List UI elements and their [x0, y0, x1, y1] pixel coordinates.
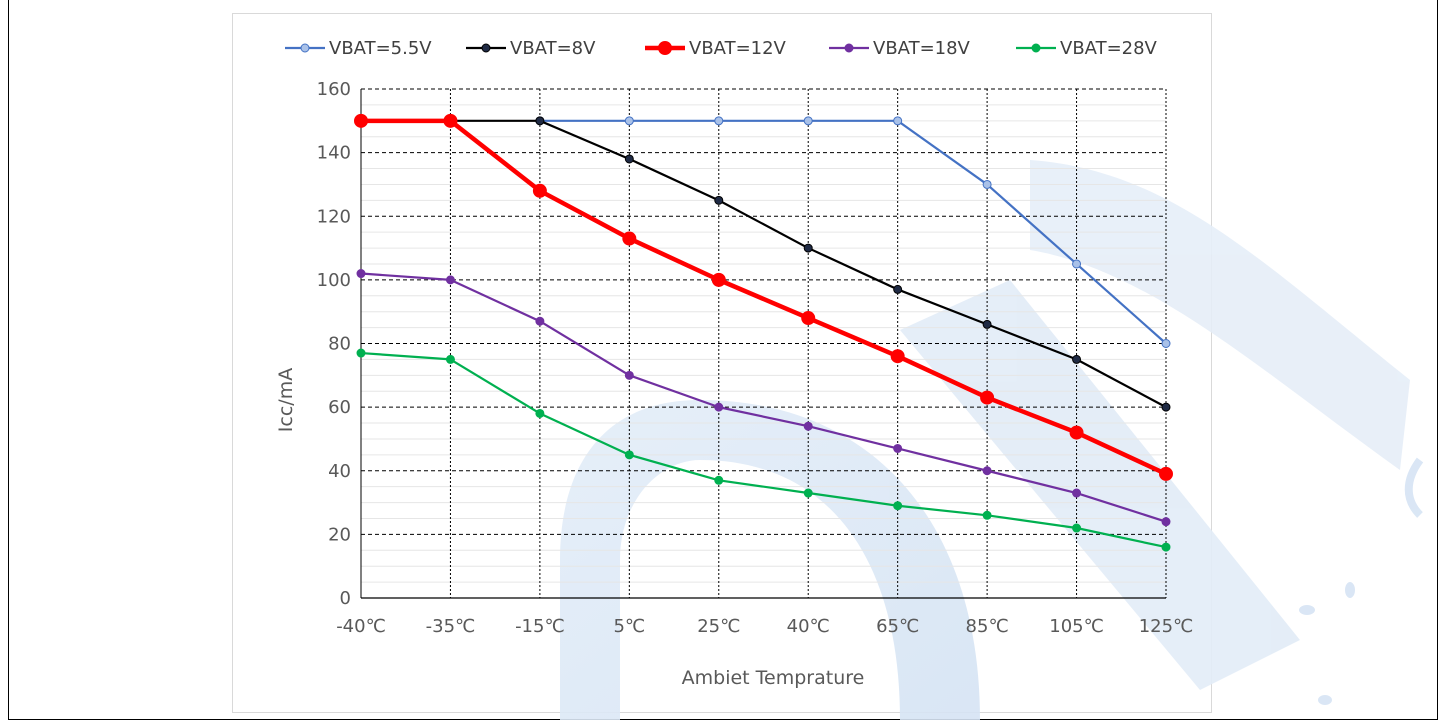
legend-marker	[658, 41, 672, 55]
chart-grid	[360, 88, 1167, 598]
data-point	[1072, 523, 1082, 533]
chart-series-layer	[354, 113, 1173, 552]
legend-marker	[481, 43, 491, 53]
series-VBAT=12V	[354, 113, 1173, 481]
legend-label: VBAT=8V	[510, 38, 596, 59]
data-point	[714, 475, 724, 485]
y-tick-label: 80	[328, 334, 351, 355]
data-point	[714, 116, 724, 126]
y-tick-label: 140	[317, 143, 351, 164]
data-point	[445, 275, 455, 285]
data-point	[893, 443, 903, 453]
x-tick-label: 25℃	[697, 616, 740, 637]
data-point	[803, 421, 813, 431]
data-point	[356, 269, 366, 279]
x-tick-label: -15℃	[515, 616, 565, 637]
data-point	[535, 316, 545, 326]
y-axis-title: Icc/mA	[275, 368, 297, 432]
data-point	[803, 243, 813, 253]
x-tick-label: 125℃	[1139, 616, 1194, 637]
legend-item: VBAT=28V	[1016, 38, 1158, 59]
y-tick-label: 100	[317, 270, 351, 291]
data-point	[714, 195, 724, 205]
legend-marker	[300, 43, 310, 53]
data-point	[711, 272, 726, 287]
data-point	[1161, 542, 1171, 552]
data-point	[1072, 354, 1082, 364]
legend-marker	[844, 43, 854, 53]
x-tick-label: 5℃	[613, 616, 645, 637]
legend-marker	[1031, 43, 1041, 53]
x-tick-label: 85℃	[966, 616, 1009, 637]
legend-item: VBAT=18V	[829, 38, 971, 59]
y-tick-label: 160	[317, 79, 351, 100]
data-point	[1161, 517, 1171, 527]
y-tick-label: 40	[328, 461, 351, 482]
data-point	[714, 402, 724, 412]
data-point	[1072, 259, 1082, 269]
watermark-logo	[560, 160, 1424, 720]
series-VBAT=5.5V	[535, 116, 1171, 348]
data-point	[354, 113, 368, 128]
data-point	[1069, 425, 1084, 440]
series-line	[361, 118, 1167, 476]
legend-label: VBAT=5.5V	[329, 38, 432, 59]
data-point	[356, 348, 366, 358]
data-point	[443, 113, 458, 128]
legend-item: VBAT=12V	[645, 38, 787, 59]
data-point	[801, 311, 816, 326]
data-point	[980, 390, 995, 405]
series-VBAT=8V	[445, 116, 1171, 412]
y-tick-label: 0	[340, 588, 351, 609]
data-point	[893, 116, 903, 126]
series-VBAT=18V	[356, 269, 1171, 527]
legend-label: VBAT=12V	[689, 38, 787, 59]
data-point	[803, 116, 813, 126]
y-tick-label: 20	[328, 524, 351, 545]
data-point	[982, 179, 992, 189]
series-VBAT=28V	[356, 348, 1171, 552]
series-line	[360, 272, 1167, 523]
data-point	[893, 284, 903, 294]
data-point	[624, 154, 634, 164]
y-tick-label: 60	[328, 397, 351, 418]
data-point	[624, 116, 634, 126]
data-point	[1072, 488, 1082, 498]
data-point	[890, 349, 905, 364]
series-line	[539, 119, 1167, 345]
data-point	[532, 183, 547, 198]
data-point	[982, 510, 992, 520]
x-tick-label: 105℃	[1049, 616, 1104, 637]
data-point	[893, 501, 903, 511]
data-point	[1159, 466, 1173, 481]
chart-frame	[232, 13, 1212, 713]
legend-item: VBAT=5.5V	[285, 38, 432, 59]
x-tick-label: -35℃	[426, 616, 476, 637]
x-tick-label: 65℃	[876, 616, 919, 637]
data-point	[982, 319, 992, 329]
x-tick-label: 40℃	[787, 616, 830, 637]
y-tick-label: 120	[317, 206, 351, 227]
chart-legend: VBAT=5.5V VBAT=8V VBAT=12V VBAT=18V VBAT=28V	[285, 38, 1158, 59]
legend-label: VBAT=18V	[873, 38, 971, 59]
legend-label: VBAT=28V	[1060, 38, 1158, 59]
data-point	[803, 488, 813, 498]
data-point	[1161, 339, 1171, 348]
data-point	[982, 466, 992, 476]
data-point	[1161, 402, 1171, 412]
data-point	[624, 370, 634, 380]
data-point	[622, 231, 637, 246]
data-point	[445, 354, 455, 364]
data-point	[535, 116, 545, 126]
data-point	[535, 408, 545, 418]
page-frame	[8, 0, 1438, 720]
x-axis-title: Ambiet Temprature	[682, 667, 865, 689]
series-line	[360, 351, 1167, 549]
legend-item: VBAT=8V	[466, 38, 596, 59]
x-tick-label: -40℃	[336, 616, 386, 637]
data-point	[624, 450, 634, 460]
chart-axes: 0 20 40 60 80 100 120 140 160 -40℃ -35℃ -15℃ 5℃ 25℃ 40…	[317, 79, 1194, 637]
